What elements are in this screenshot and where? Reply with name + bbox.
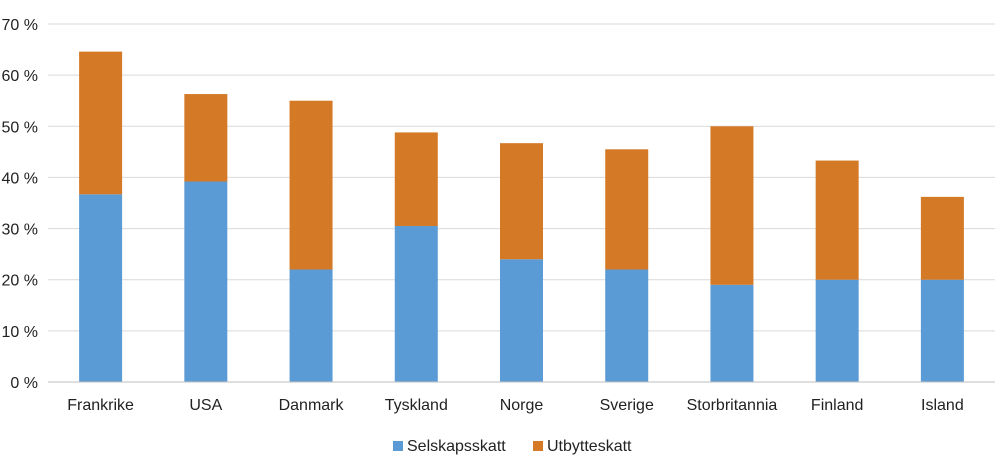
bar-selskapsskatt-finland: [815, 279, 859, 382]
y-tick-label: 50 %: [2, 119, 38, 136]
bar-selskapsskatt-island: [920, 279, 964, 382]
bar-utbytteskatt-island: [920, 196, 964, 280]
y-tick-label: 0 %: [10, 375, 38, 392]
bar-utbytteskatt-sverige: [605, 149, 649, 270]
y-tick-label: 60 %: [2, 68, 38, 85]
y-tick-label: 70 %: [2, 17, 38, 34]
bar-selskapsskatt-norge: [500, 259, 543, 382]
legend-label-utbytteskatt: Utbytteskatt: [547, 438, 632, 455]
bars: [79, 51, 964, 382]
legend-swatch-utbytteskatt: [533, 441, 543, 451]
bar-selskapsskatt-storbritannia: [710, 284, 754, 382]
y-tick-label: 30 %: [2, 222, 38, 239]
bar-utbytteskatt-frankrike: [79, 51, 123, 195]
x-tick-label: USA: [189, 397, 222, 414]
y-axis-ticks: 0 % 10 % 20 % 30 % 40 % 50 % 60 % 70 %: [2, 17, 38, 392]
x-axis-ticks: Frankrike USA Danmark Tyskland Norge Sverige S…: [67, 397, 963, 414]
bar-utbytteskatt-danmark: [289, 100, 333, 270]
bar-utbytteskatt-usa: [184, 94, 228, 182]
legend-label-selskapsskatt: Selskapsskatt: [407, 438, 506, 455]
x-tick-label: Island: [921, 397, 964, 414]
x-tick-label: Tyskland: [385, 397, 448, 414]
legend: Selskapsskatt Utbytteskatt: [393, 438, 632, 455]
x-tick-label: Finland: [811, 397, 863, 414]
bar-utbytteskatt-finland: [815, 160, 859, 280]
y-tick-label: 10 %: [2, 324, 38, 341]
x-tick-label: Danmark: [279, 397, 345, 414]
bar-utbytteskatt-norge: [500, 143, 543, 260]
bar-selskapsskatt-usa: [184, 181, 228, 382]
x-tick-label: Storbritannia: [687, 397, 778, 414]
bar-selskapsskatt-frankrike: [79, 194, 123, 382]
legend-swatch-selskapsskatt: [393, 441, 403, 451]
bar-utbytteskatt-storbritannia: [710, 126, 754, 285]
y-tick-label: 20 %: [2, 273, 38, 290]
bar-selskapsskatt-danmark: [289, 269, 333, 382]
y-tick-label: 40 %: [2, 170, 38, 187]
x-tick-label: Norge: [500, 397, 544, 414]
bar-utbytteskatt-tyskland: [394, 132, 438, 227]
x-tick-label: Frankrike: [67, 397, 134, 414]
bar-selskapsskatt-tyskland: [394, 226, 438, 382]
x-tick-label: Sverige: [600, 397, 654, 414]
bar-selskapsskatt-sverige: [605, 269, 649, 382]
